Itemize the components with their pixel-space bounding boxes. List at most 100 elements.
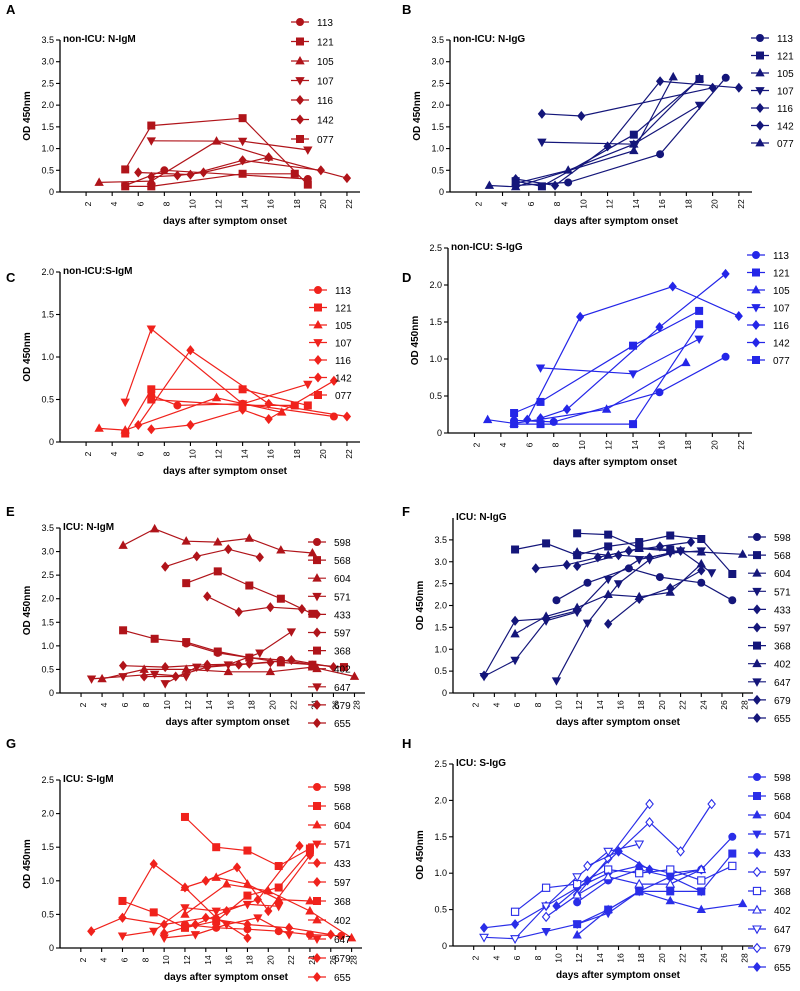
legend-label: 402 [334, 665, 351, 676]
data-point-077 [147, 182, 156, 191]
legend-marker-077 [313, 390, 322, 399]
data-point-679 [243, 919, 252, 930]
x-tick-label: 12 [604, 440, 614, 450]
legend-label: 116 [777, 104, 793, 115]
y-axis-label: OD 450nm [22, 586, 33, 636]
data-point-679 [201, 912, 210, 923]
data-point-679 [583, 860, 592, 872]
legend: 113 121 105 107 116 142 077 [751, 34, 794, 150]
y-tick-label: 0 [442, 688, 447, 698]
data-point-402 [665, 878, 676, 888]
legend-label: 679 [774, 696, 791, 707]
x-tick-label: 20 [318, 199, 328, 209]
y-tick-label: 0.5 [41, 395, 54, 405]
legend: 598 568 604 571 433 597 368 402 647 679 655 [308, 783, 351, 984]
x-tick-label: 12 [214, 199, 224, 209]
x-tick-label: 2 [78, 702, 88, 707]
data-point-604 [244, 533, 254, 542]
legend-marker-077 [755, 137, 765, 147]
legend-label: 142 [317, 116, 334, 127]
legend-label: 121 [773, 269, 790, 280]
data-point-655 [234, 659, 243, 670]
data-point-568 [182, 638, 191, 647]
series-line-077 [125, 173, 295, 187]
data-point-604 [737, 898, 748, 908]
legend: 598 568 604 571 433 597 368 402 647 679 655 [308, 538, 351, 730]
legend-label: 655 [334, 719, 351, 730]
series-group [479, 798, 748, 945]
data-point-116 [734, 311, 743, 322]
legend-marker-647 [312, 683, 322, 692]
series-line-598 [184, 923, 342, 937]
x-tick-label: 14 [203, 955, 213, 965]
data-point-368 [212, 843, 221, 852]
series-group [484, 71, 743, 191]
data-point-077 [147, 395, 156, 404]
axes: 0 0.5 1.0 1.5 2.0 2.5 3.0 3.5 2 4 6 8 10 12 14 16 18 20 22 [41, 35, 360, 209]
data-point-568 [728, 570, 737, 579]
panel-label: A [6, 2, 16, 17]
legend-marker-105 [313, 319, 323, 329]
legend-marker-655 [312, 971, 322, 983]
legend-label: 655 [774, 714, 791, 725]
x-tick-label: 16 [225, 700, 235, 710]
legend-marker-568 [312, 556, 321, 565]
data-point-679 [284, 922, 294, 933]
data-point-368 [305, 844, 314, 853]
x-tick-label: 8 [533, 955, 543, 960]
series-line-368 [577, 532, 671, 551]
data-point-597 [192, 551, 201, 562]
data-point-604 [572, 547, 582, 556]
data-point-568 [339, 663, 348, 672]
legend-label: 568 [774, 792, 791, 803]
data-point-597 [305, 850, 315, 861]
data-point-105 [94, 177, 104, 186]
x-tick-label: 28 [351, 700, 361, 710]
data-point-116 [134, 419, 143, 431]
data-point-368 [728, 861, 737, 871]
y-tick-label: 1.5 [434, 832, 447, 842]
y-tick-label: 1.5 [429, 317, 442, 327]
x-tick-label: 14 [631, 199, 641, 209]
series-line-368 [184, 816, 311, 867]
legend-label: 077 [335, 391, 352, 402]
series-line-597 [165, 548, 260, 568]
data-point-116 [655, 76, 665, 87]
data-point-433 [562, 559, 571, 570]
legend-label: 571 [774, 587, 791, 598]
data-point-604 [149, 523, 160, 533]
data-point-121 [629, 130, 638, 139]
data-point-402 [265, 666, 276, 676]
data-point-402 [221, 879, 232, 888]
legend-label: 597 [774, 868, 791, 879]
data-point-647 [572, 873, 583, 883]
data-point-568 [213, 647, 222, 656]
legend-marker-113 [295, 17, 304, 26]
legend-label: 655 [334, 973, 351, 984]
panel-C: C 0 0.5 1.0 1.5 2.0 2 4 6 8 10 12 14 16 18 20 22 days aft… [6, 266, 360, 477]
data-point-433 [510, 919, 520, 930]
data-point-368 [243, 846, 252, 855]
data-point-604 [118, 540, 128, 549]
series-line-655 [556, 850, 650, 907]
x-tick-label: 6 [120, 702, 130, 707]
data-point-142 [329, 375, 339, 386]
data-point-647 [159, 934, 169, 943]
series-line-598 [556, 567, 733, 601]
x-tick-label: 4 [491, 702, 501, 707]
data-point-402 [603, 871, 614, 881]
data-point-077 [629, 420, 638, 429]
chart-title: ICU: S-IgM [63, 774, 114, 785]
data-point-116 [264, 398, 273, 409]
data-point-121 [147, 121, 156, 130]
legend-marker-107 [295, 77, 305, 86]
y-tick-label: 3.5 [41, 35, 54, 45]
y-tick-label: 0 [442, 941, 447, 951]
y-axis-label: OD 450nm [22, 332, 33, 382]
x-tick-label: 20 [318, 449, 328, 459]
legend-label: 077 [773, 356, 790, 367]
y-axis-label: OD 450nm [410, 316, 421, 366]
data-point-655 [635, 593, 644, 604]
data-point-107 [694, 335, 704, 345]
data-point-116 [576, 311, 585, 322]
